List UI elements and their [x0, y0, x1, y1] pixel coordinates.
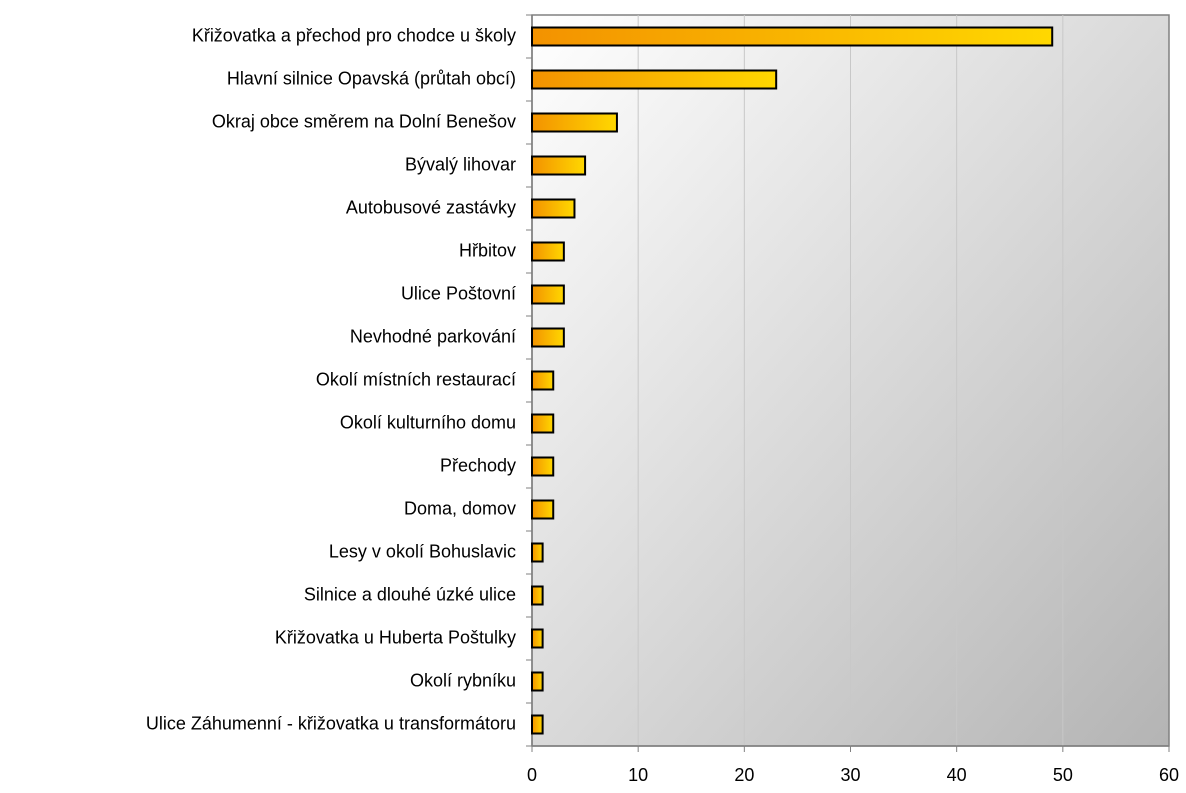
bar [531, 671, 544, 692]
bar [531, 284, 565, 305]
bar [531, 456, 555, 477]
bar [531, 112, 618, 133]
x-tick-label: 50 [1053, 765, 1073, 785]
y-tick-label: Křižovatka a přechod pro chodce u školy [192, 25, 516, 45]
y-tick-label: Bývalý lihovar [405, 154, 516, 174]
y-tick-label: Hlavní silnice Opavská (průtah obcí) [227, 68, 516, 88]
y-tick-label: Silnice a dlouhé úzké ulice [304, 584, 516, 604]
bar [531, 413, 555, 434]
bar [531, 69, 778, 90]
y-tick-label: Ulice Záhumenní - křižovatka u transform… [146, 713, 516, 733]
bar [531, 714, 544, 735]
bar [531, 370, 555, 391]
y-tick-label: Okraj obce směrem na Dolní Benešov [212, 111, 516, 131]
bar [531, 26, 1054, 47]
y-tick-label: Okolí místních restaurací [316, 369, 516, 389]
bar [531, 327, 565, 348]
x-tick-label: 60 [1159, 765, 1179, 785]
bar [531, 542, 544, 563]
x-tick-label: 30 [840, 765, 860, 785]
y-tick-label: Nevhodné parkování [350, 326, 516, 346]
bar [531, 585, 544, 606]
y-tick-label: Ulice Poštovní [401, 283, 516, 303]
x-tick-label: 20 [734, 765, 754, 785]
bar [531, 628, 544, 649]
y-tick-label: Doma, domov [404, 498, 516, 518]
bar [531, 198, 576, 219]
x-tick-label: 0 [527, 765, 537, 785]
bar [531, 499, 555, 520]
y-tick-label: Hřbitov [459, 240, 516, 260]
bar [531, 241, 565, 262]
y-tick-label: Přechody [440, 455, 516, 475]
bar [531, 155, 587, 176]
y-tick-label: Autobusové zastávky [346, 197, 516, 217]
y-tick-label: Lesy v okolí Bohuslavic [329, 541, 516, 561]
x-tick-label: 40 [947, 765, 967, 785]
y-tick-label: Křižovatka u Huberta Poštulky [275, 627, 516, 647]
y-tick-label: Okolí rybníku [410, 670, 516, 690]
x-tick-label: 10 [628, 765, 648, 785]
y-tick-label: Okolí kulturního domu [340, 412, 516, 432]
